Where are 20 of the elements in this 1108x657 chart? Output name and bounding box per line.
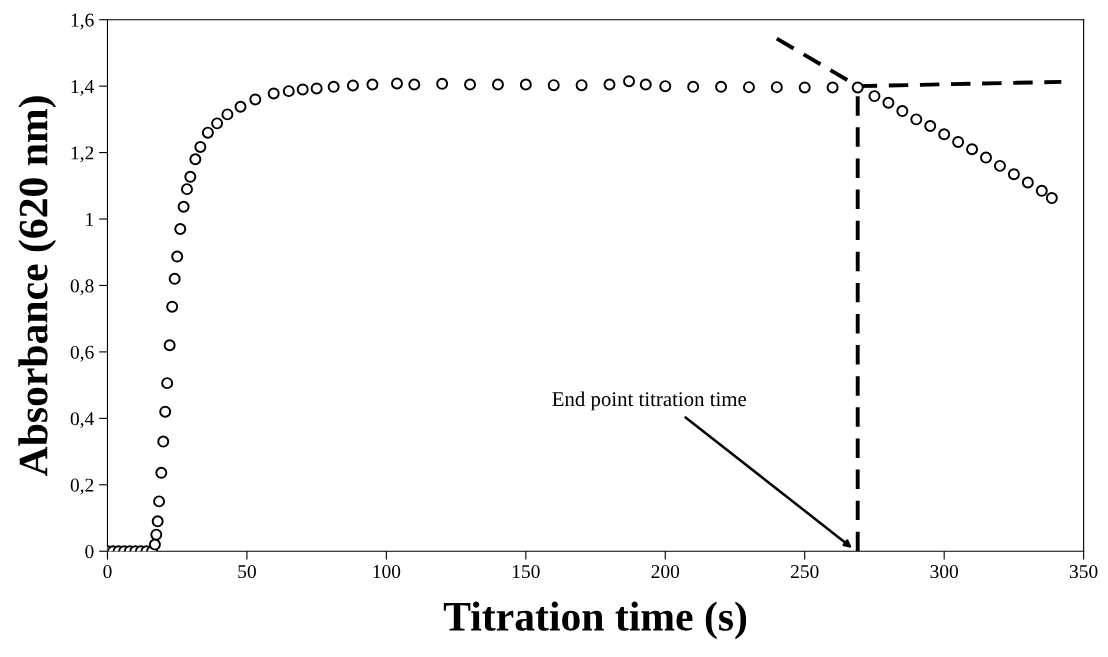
y-tick-label: 0,2 (70, 478, 94, 495)
x-tick-label: 100 (373, 564, 401, 579)
y-tick-label: 1,2 (71, 146, 94, 163)
x-tick-label: 350 (1069, 564, 1098, 579)
y-axis-title: Absorbance (620 nm) (18, 96, 57, 477)
x-tick-label: 300 (930, 564, 959, 579)
y-tick-label: 0,4 (70, 412, 94, 429)
annotation: End point titration time (552, 391, 747, 411)
x-axis-title: Titration time (s) (443, 601, 747, 640)
y-tick-label: 1 (86, 212, 94, 226)
y-tick-label: 0,8 (70, 279, 94, 296)
y-tick-label: 0,6 (70, 345, 94, 362)
y-tick-label: 1,4 (71, 80, 94, 96)
x-tick-label: 0 (103, 564, 112, 579)
x-tick-label: 150 (512, 564, 540, 579)
y-tick-label: 0 (85, 545, 94, 559)
x-tick-label: 250 (790, 564, 819, 579)
x-tick-label: 50 (238, 564, 256, 579)
y-tick-label: 1,6 (71, 13, 94, 30)
x-tick-label: 200 (651, 564, 680, 579)
